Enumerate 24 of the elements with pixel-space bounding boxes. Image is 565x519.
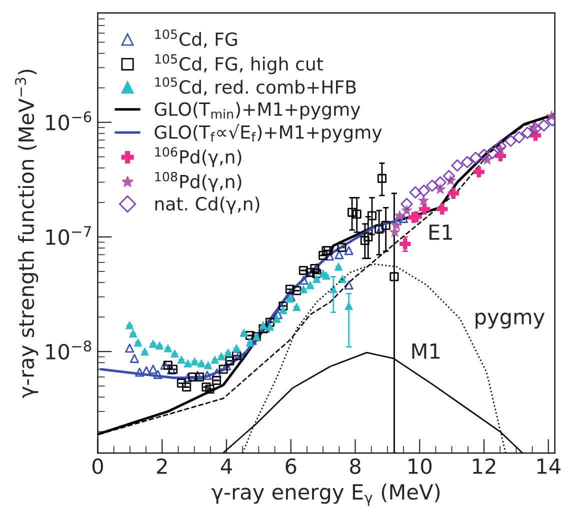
legend-label: $^{108}$Pd(γ,n) xyxy=(155,172,242,192)
y-tick-label: 10$^{−8}$ xyxy=(46,340,92,360)
legend-label: GLO(T$_{f}$∝√E$_{f}$)+M1+pygmy xyxy=(154,124,382,142)
x-tick-label: 4 xyxy=(220,458,232,474)
y-tick-label: 10$^{−7}$ xyxy=(46,226,91,246)
legend-label: $^{105}$Cd, FG xyxy=(155,29,237,48)
x-tick-label: 0 xyxy=(92,458,103,474)
y-tick-label: 10$^{−6}$ xyxy=(46,111,92,130)
legend-label: GLO(T$_{min}$)+M1+pygmy xyxy=(154,102,360,120)
legend-label: $^{106}$Pd(γ,n) xyxy=(155,147,242,168)
annotation: pygmy xyxy=(476,312,545,329)
annotation: E1 xyxy=(430,224,452,240)
legend-label: nat. Cd(γ,n) xyxy=(155,196,260,214)
x-tick-label: 8 xyxy=(350,458,360,474)
y-axis-title: γ-ray strength function (MeV$^{−3}$) xyxy=(15,70,38,398)
legend-label: $^{105}$Cd, FG, high cut xyxy=(155,54,324,74)
x-tick-label: 2 xyxy=(157,458,167,474)
x-tick-label: 12 xyxy=(473,458,496,474)
x-tick-label: 10 xyxy=(408,458,432,474)
annotation: M1 xyxy=(412,343,440,359)
x-tick-label: 14 xyxy=(537,458,560,474)
x-tick-label: 6 xyxy=(286,458,296,474)
legend-label: $^{105}$Cd, red. comb+HFB xyxy=(155,77,356,96)
x-axis-title: γ-ray energy E$_{γ}$ (MeV) xyxy=(212,484,440,506)
